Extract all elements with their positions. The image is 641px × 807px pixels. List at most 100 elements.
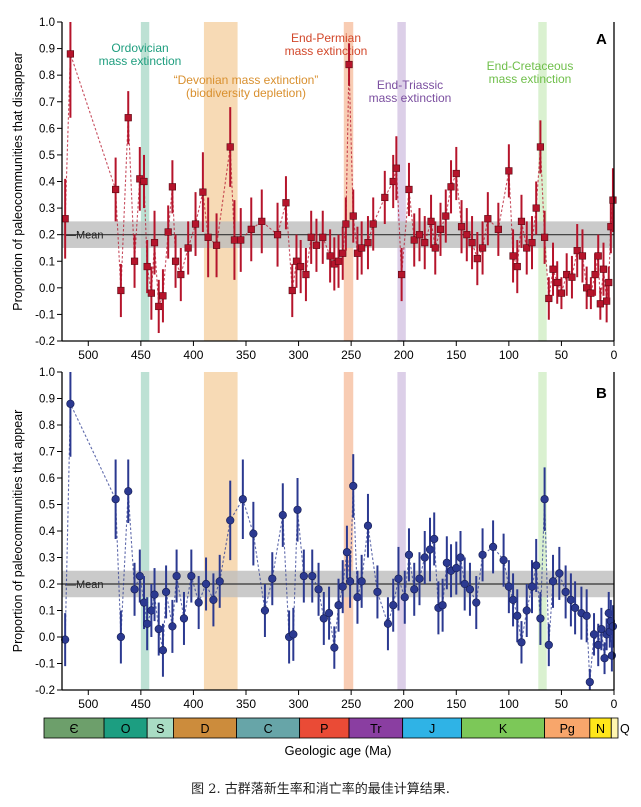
data-point — [472, 598, 481, 607]
data-point — [209, 595, 218, 605]
data-point — [345, 577, 355, 586]
data-point — [425, 545, 435, 554]
data-point — [603, 297, 611, 305]
data-point — [314, 585, 323, 594]
y-axis-label: Proportion of paleocommunities that disa… — [11, 52, 25, 310]
data-point — [161, 587, 171, 597]
figure-caption: 图 2. 古群落新生率和消亡率的最佳计算结果. — [191, 782, 450, 797]
mean-label: —Mean — [65, 579, 104, 591]
data-point — [116, 632, 125, 642]
y-axis-label: Proportion of paleocommunities that appe… — [11, 410, 25, 653]
data-point — [600, 654, 609, 663]
period-label: Q — [620, 722, 630, 736]
y-tick-label: 0.7 — [39, 97, 55, 109]
y-tick-label: 0.3 — [39, 553, 55, 565]
y-tick-label: 0.3 — [39, 203, 55, 215]
data-point — [589, 630, 599, 639]
data-point — [410, 585, 419, 594]
x-tick-label: 100 — [499, 697, 519, 711]
data-point — [430, 534, 439, 544]
data-point — [573, 247, 581, 255]
data-point — [324, 609, 334, 618]
x-tick-label: 450 — [131, 697, 151, 711]
data-point — [452, 169, 460, 178]
data-point — [566, 595, 575, 605]
data-point — [363, 521, 373, 530]
data-point — [164, 228, 172, 236]
data-point — [66, 50, 75, 58]
event-band-permian — [343, 372, 354, 690]
x-tick-label: 150 — [446, 697, 466, 711]
data-point — [237, 236, 245, 244]
data-point — [150, 239, 159, 247]
annotation-permian: End-Permian mass extinction — [285, 31, 368, 58]
data-point — [381, 193, 389, 202]
period-label: D — [200, 722, 209, 736]
data-point — [330, 643, 339, 652]
data-point — [66, 399, 75, 408]
data-point — [179, 614, 189, 623]
event-band-cretaceous — [538, 372, 547, 690]
data-point — [541, 233, 549, 241]
annotation-devonian: “Devonian mass extinction” (biodiversity … — [174, 73, 319, 100]
data-point — [373, 587, 382, 597]
x-tick-label: 100 — [499, 348, 519, 362]
data-point — [398, 270, 406, 279]
y-tick-label: 0.9 — [39, 44, 55, 56]
data-point — [392, 164, 400, 172]
x-tick-label: 350 — [236, 697, 256, 711]
data-point — [158, 646, 168, 655]
data-point — [517, 638, 526, 647]
data-point — [568, 273, 576, 281]
data-point — [342, 220, 350, 228]
data-point — [442, 558, 451, 567]
data-point — [508, 595, 518, 605]
y-tick-label: 0.1 — [39, 606, 55, 618]
data-point — [282, 199, 290, 207]
data-point — [168, 622, 177, 631]
data-point — [358, 244, 366, 252]
data-point — [349, 481, 358, 491]
data-point — [578, 252, 587, 260]
data-point — [383, 619, 393, 628]
data-point — [172, 571, 181, 581]
data-point — [191, 220, 200, 228]
x-tick-label: 400 — [183, 348, 203, 362]
data-point — [523, 244, 531, 252]
event-band-permian — [343, 22, 354, 341]
y-tick-label: 1.0 — [39, 17, 55, 29]
period-label: Є — [70, 722, 79, 736]
y-tick-label: 1.0 — [39, 367, 55, 379]
data-point — [410, 236, 418, 244]
data-point — [168, 183, 177, 191]
data-point — [140, 177, 148, 186]
data-point — [288, 286, 296, 295]
data-point — [528, 239, 536, 247]
data-point — [596, 300, 604, 308]
panel-label: B — [596, 385, 607, 402]
data-point — [540, 495, 549, 504]
data-point — [273, 231, 282, 239]
data-point — [431, 244, 439, 252]
data-point — [405, 185, 413, 194]
data-point — [249, 529, 258, 538]
data-point — [194, 598, 203, 607]
x-tick-label: 450 — [131, 348, 151, 362]
x-tick-label: 200 — [394, 348, 414, 362]
event-band-devonian — [203, 372, 238, 690]
data-point — [334, 601, 343, 610]
data-point — [342, 548, 352, 557]
series-dashed-line — [64, 53, 614, 307]
period-label: N — [596, 722, 605, 736]
data-point — [147, 289, 155, 297]
data-point — [478, 550, 487, 559]
data-point — [357, 577, 366, 586]
data-point — [112, 185, 120, 194]
data-point — [199, 188, 207, 196]
data-point — [201, 579, 211, 589]
data-point — [548, 577, 558, 586]
data-point — [460, 579, 469, 589]
data-point — [517, 217, 526, 225]
data-point — [427, 217, 435, 225]
data-point — [505, 167, 513, 175]
